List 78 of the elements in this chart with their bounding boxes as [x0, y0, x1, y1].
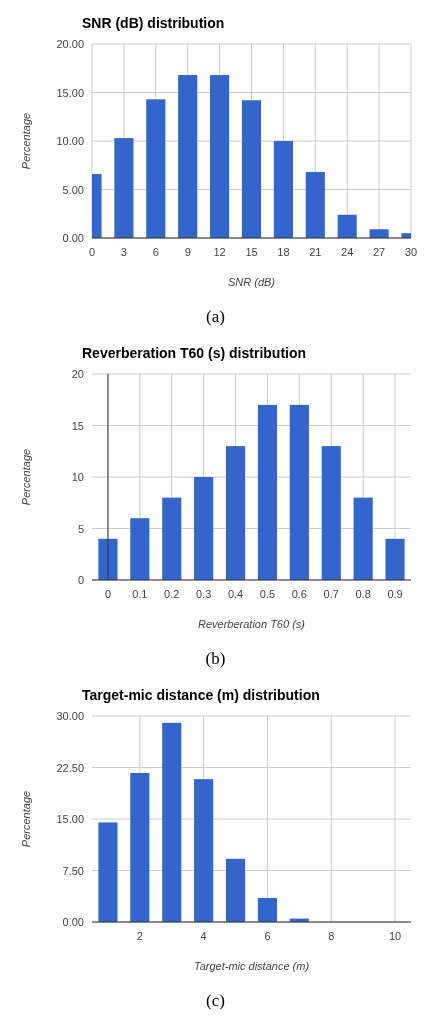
x-axis-title: Target-mic distance (m): [193, 960, 310, 972]
bar: [369, 229, 389, 238]
y-tick-label: 0.00: [62, 916, 84, 928]
x-tick-label: 27: [372, 246, 386, 258]
x-tick-label: 0.5: [259, 588, 276, 600]
bar: [98, 538, 118, 580]
bar: [98, 822, 118, 922]
y-tick-label: 5: [77, 522, 84, 535]
bar: [178, 75, 198, 238]
bar: [130, 518, 150, 580]
bar: [114, 138, 134, 238]
chart-title: SNR (dB) distribution: [82, 15, 225, 31]
y-tick-label: 30.00: [56, 710, 84, 722]
chart-title: Target-mic distance (m) distribution: [82, 687, 320, 703]
x-tick-label: 2: [136, 930, 143, 942]
y-tick-label: 0: [77, 574, 84, 586]
bar: [353, 497, 373, 580]
x-axis-title: SNR (dB): [227, 276, 276, 288]
x-tick-label: 0.2: [164, 588, 180, 600]
x-tick-label: 0.3: [196, 588, 212, 600]
x-tick-label: 21: [309, 246, 322, 258]
x-tick-label: 30: [404, 246, 418, 258]
y-tick-label: 10: [71, 471, 84, 483]
bar: [146, 99, 166, 238]
bar: [273, 141, 293, 238]
x-tick-label: 0.7: [323, 588, 339, 600]
x-tick-label: 9: [184, 246, 191, 258]
y-tick-label: 7.50: [62, 864, 84, 877]
bar: [385, 538, 405, 580]
bar: [194, 477, 214, 580]
bar: [194, 779, 214, 922]
y-tick-label: 20: [71, 368, 84, 380]
y-tick-label: 10.00: [56, 135, 84, 147]
x-tick-label: 0: [104, 588, 112, 600]
x-tick-label: 3: [120, 246, 127, 258]
y-axis-title: Percentage: [20, 112, 32, 170]
bar: [241, 100, 262, 238]
bar: [210, 75, 230, 238]
x-tick-label: 0.1: [132, 588, 148, 600]
bar: [225, 446, 246, 580]
y-tick-label: 15.00: [56, 813, 84, 825]
chart-title: Reverberation T60 (s) distribution: [82, 345, 307, 361]
bar: [337, 214, 357, 238]
x-tick-label: 0.9: [387, 588, 403, 600]
x-tick-label: 6: [152, 246, 159, 258]
text: (a): [206, 307, 225, 326]
bar: [130, 772, 150, 922]
x-tick-label: 15: [245, 246, 258, 258]
y-tick-label: 15.00: [56, 86, 84, 99]
y-tick-label: 22.50: [56, 761, 84, 774]
x-tick-label: 8: [328, 930, 335, 942]
y-tick-label: 0.00: [62, 232, 84, 244]
text: (b): [205, 649, 226, 668]
y-tick-label: 15: [71, 419, 84, 432]
x-tick-label: 0: [88, 246, 96, 258]
y-tick-label: 20.00: [56, 38, 84, 50]
bar: [257, 897, 278, 922]
y-axis-title: Percentage: [20, 790, 32, 848]
x-tick-label: 24: [341, 246, 354, 258]
x-tick-label: 10: [388, 930, 402, 942]
bar: [321, 446, 341, 580]
y-axis-title: Percentage: [20, 448, 32, 506]
bar: [289, 404, 309, 580]
x-tick-label: 18: [277, 246, 290, 258]
bar: [257, 404, 278, 580]
bar: [162, 497, 182, 580]
x-tick-label: 12: [213, 246, 226, 258]
x-tick-label: 0.6: [291, 588, 307, 600]
bar: [305, 172, 325, 238]
x-tick-label: 0.4: [227, 588, 244, 600]
y-tick-label: 5.00: [62, 183, 84, 196]
x-tick-label: 4: [200, 930, 207, 942]
x-tick-label: 6: [264, 930, 271, 942]
bar: [225, 858, 246, 922]
x-axis-title: Reverberation T60 (s): [198, 618, 306, 630]
text: (c): [206, 991, 225, 1010]
x-tick-label: 0.8: [355, 588, 371, 600]
bar: [162, 722, 182, 922]
